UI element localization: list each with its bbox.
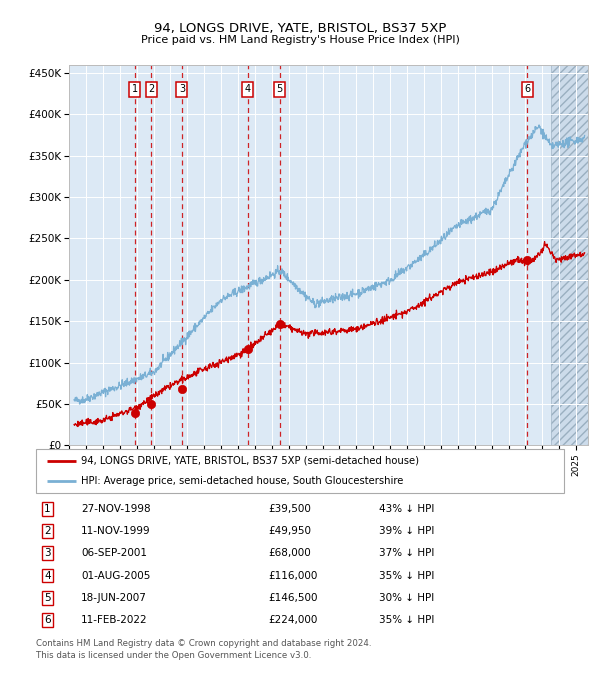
Text: 06-SEP-2001: 06-SEP-2001 — [81, 548, 147, 558]
Bar — [551, 65, 588, 445]
Text: 35% ↓ HPI: 35% ↓ HPI — [379, 571, 434, 581]
Text: 5: 5 — [277, 84, 283, 95]
Text: 30% ↓ HPI: 30% ↓ HPI — [379, 593, 434, 602]
Text: 01-AUG-2005: 01-AUG-2005 — [81, 571, 150, 581]
Text: 2: 2 — [148, 84, 154, 95]
Text: £146,500: £146,500 — [268, 593, 318, 602]
Text: 11-NOV-1999: 11-NOV-1999 — [81, 526, 151, 536]
Text: £116,000: £116,000 — [268, 571, 317, 581]
Text: HPI: Average price, semi-detached house, South Gloucestershire: HPI: Average price, semi-detached house,… — [81, 476, 403, 486]
Text: 43% ↓ HPI: 43% ↓ HPI — [379, 504, 434, 514]
Text: £39,500: £39,500 — [268, 504, 311, 514]
Text: 37% ↓ HPI: 37% ↓ HPI — [379, 548, 434, 558]
Text: 1: 1 — [132, 84, 138, 95]
Text: 6: 6 — [524, 84, 530, 95]
Text: 2: 2 — [44, 526, 51, 536]
Text: 35% ↓ HPI: 35% ↓ HPI — [379, 615, 434, 625]
Text: Price paid vs. HM Land Registry's House Price Index (HPI): Price paid vs. HM Land Registry's House … — [140, 35, 460, 46]
Text: 94, LONGS DRIVE, YATE, BRISTOL, BS37 5XP: 94, LONGS DRIVE, YATE, BRISTOL, BS37 5XP — [154, 22, 446, 35]
Text: 1: 1 — [44, 504, 51, 514]
FancyBboxPatch shape — [36, 449, 564, 493]
Bar — [551, 65, 588, 445]
Text: 3: 3 — [44, 548, 51, 558]
Text: £68,000: £68,000 — [268, 548, 311, 558]
Text: £49,950: £49,950 — [268, 526, 311, 536]
Text: Contains HM Land Registry data © Crown copyright and database right 2024.: Contains HM Land Registry data © Crown c… — [36, 639, 371, 648]
Text: 18-JUN-2007: 18-JUN-2007 — [81, 593, 147, 602]
Text: 39% ↓ HPI: 39% ↓ HPI — [379, 526, 434, 536]
Text: £224,000: £224,000 — [268, 615, 317, 625]
Text: 4: 4 — [245, 84, 251, 95]
Text: 5: 5 — [44, 593, 51, 602]
Text: 11-FEB-2022: 11-FEB-2022 — [81, 615, 148, 625]
Text: This data is licensed under the Open Government Licence v3.0.: This data is licensed under the Open Gov… — [36, 651, 311, 660]
Text: 3: 3 — [179, 84, 185, 95]
Text: 27-NOV-1998: 27-NOV-1998 — [81, 504, 151, 514]
Text: 6: 6 — [44, 615, 51, 625]
Text: 94, LONGS DRIVE, YATE, BRISTOL, BS37 5XP (semi-detached house): 94, LONGS DRIVE, YATE, BRISTOL, BS37 5XP… — [81, 456, 419, 466]
Text: 4: 4 — [44, 571, 51, 581]
